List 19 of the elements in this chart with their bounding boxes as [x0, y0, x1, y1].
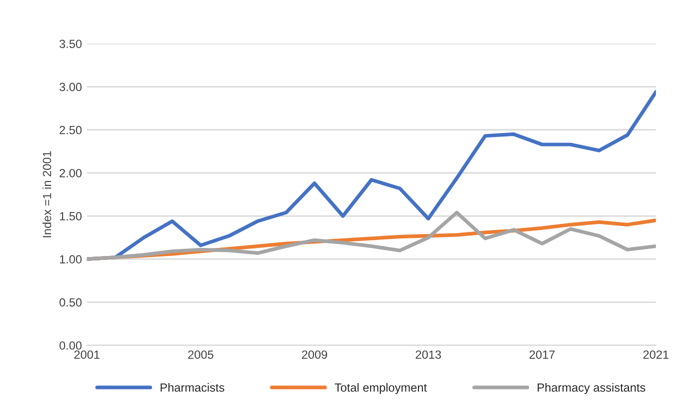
y-tick-label: 2.50: [60, 126, 82, 134]
y-tick-label: 2.00: [60, 168, 82, 178]
y-tick-label: 3.00: [60, 82, 82, 92]
legend-label: Total employment: [334, 383, 427, 394]
x-tick-label: 2013: [416, 350, 441, 359]
legend-label: Pharmacists: [160, 383, 224, 392]
x-tick-label: 2021: [643, 350, 668, 359]
y-tick-label: 0.00: [60, 341, 82, 350]
x-tick-label: 2009: [302, 350, 328, 359]
line-series: [86, 210, 656, 261]
y-tick-label: 1.50: [60, 212, 82, 220]
y-axis-title: Index =1 in 2001: [42, 151, 52, 238]
y-tick-label: 0.50: [60, 298, 82, 307]
y-tick-label: 3.50: [60, 40, 82, 48]
x-tick-label: 2017: [530, 350, 555, 359]
legend-label: Pharmacy assistants: [538, 383, 646, 394]
x-tick-label: 2001: [74, 350, 100, 359]
x-tick-label: 2005: [188, 350, 214, 359]
y-tick-label: 1.00: [60, 255, 82, 264]
